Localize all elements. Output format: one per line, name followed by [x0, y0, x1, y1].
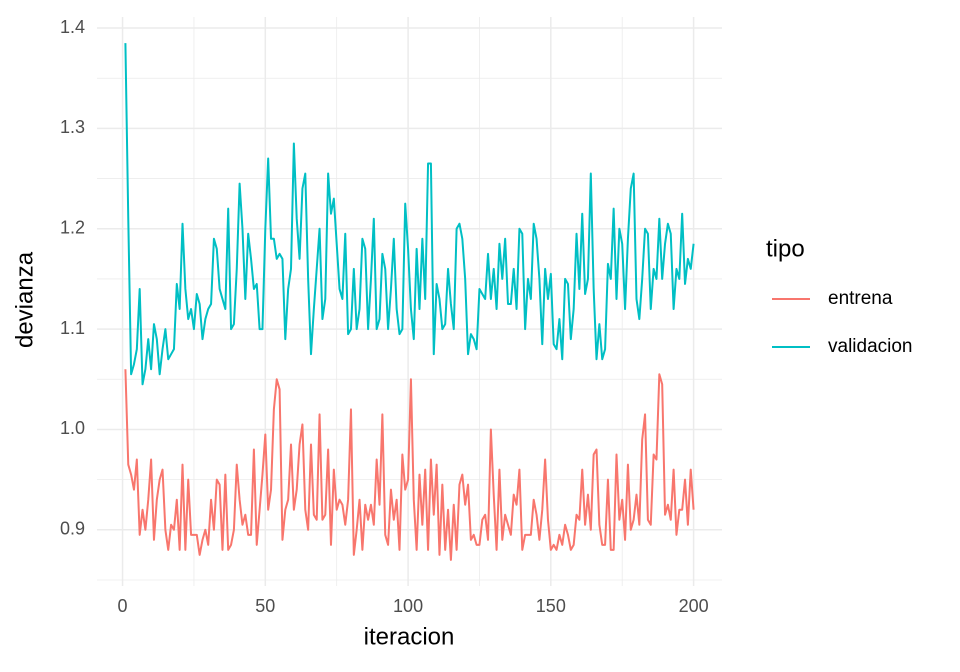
- y-tick-label: 1.1: [60, 318, 85, 338]
- legend-title: tipo: [766, 235, 805, 262]
- x-tick-label: 0: [118, 596, 128, 616]
- legend-label: validacion: [828, 336, 913, 357]
- x-tick-label: 50: [255, 596, 275, 616]
- legend-label: entrena: [828, 288, 893, 309]
- x-tick-label: 200: [679, 596, 709, 616]
- x-axis-title: iteracion: [364, 623, 455, 650]
- y-tick-label: 1.3: [60, 117, 85, 137]
- y-tick-label: 1.4: [60, 17, 85, 37]
- y-tick-label: 1.0: [60, 418, 85, 438]
- x-tick-label: 100: [393, 596, 423, 616]
- line-series: [124, 43, 695, 386]
- y-axis-title: devianza: [11, 251, 38, 348]
- x-tick-label: 150: [536, 596, 566, 616]
- line-series: [124, 369, 695, 561]
- y-tick-label: 1.2: [60, 217, 85, 237]
- y-tick-label: 0.9: [60, 519, 85, 539]
